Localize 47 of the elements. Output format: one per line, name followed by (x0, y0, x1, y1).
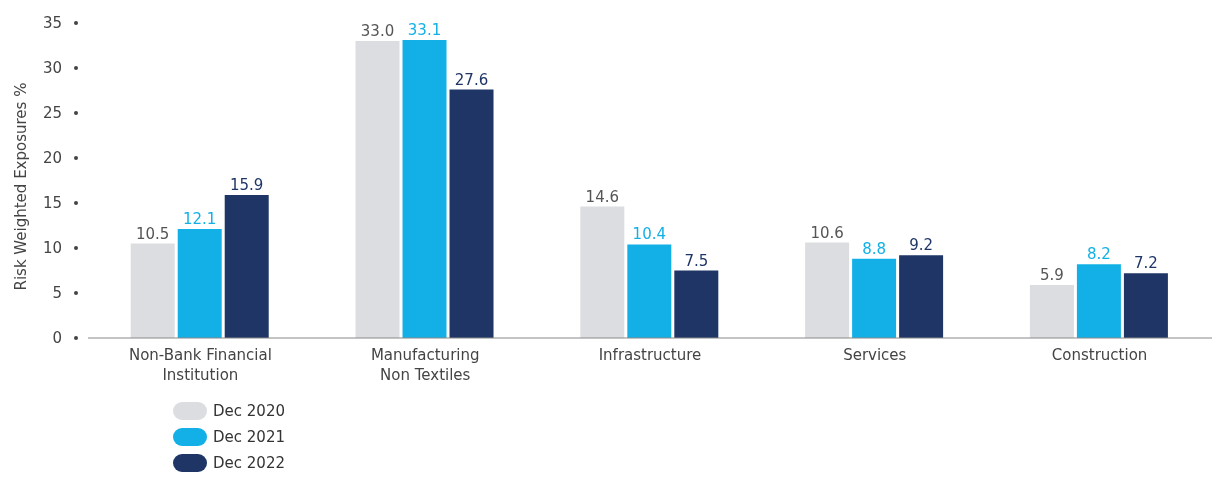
bar (402, 40, 447, 338)
y-tick-label: 35 (42, 14, 62, 32)
x-tick-label: Non-Bank Financial Institution (128, 346, 272, 384)
y-tick-label: 30 (42, 59, 62, 77)
data-label: 27.6 (454, 70, 489, 89)
bar (852, 258, 897, 338)
bar (130, 243, 175, 338)
y-tick-label: 15 (42, 194, 62, 212)
y-tick-label: 25 (42, 104, 62, 122)
y-tick-label: 10 (42, 239, 62, 257)
x-tick-label: Infrastructure (598, 346, 702, 364)
data-label: 33.0 (360, 22, 395, 40)
data-label: 10.6 (810, 223, 844, 242)
x-tick-label: Construction (1051, 346, 1148, 364)
data-label: 12.1 (183, 210, 217, 229)
legend-label: Dec 2020 (213, 402, 285, 420)
bar (580, 206, 625, 338)
bar (1123, 273, 1168, 338)
x-tick-label: Services (843, 346, 907, 364)
data-label: 14.6 (585, 187, 620, 206)
bar (1029, 284, 1074, 338)
bar (1076, 264, 1121, 338)
bar (899, 255, 944, 338)
bar (627, 244, 672, 338)
bar (355, 41, 400, 338)
legend-label: Dec 2022 (213, 454, 285, 472)
data-label: 8.2 (1086, 245, 1111, 264)
data-label: 10.4 (632, 225, 667, 244)
bar (449, 89, 494, 338)
y-tick-label: 5 (52, 284, 62, 302)
legend-label: Dec 2021 (213, 428, 285, 446)
bar (674, 270, 719, 338)
data-label: 9.2 (909, 236, 934, 255)
data-label: 7.5 (684, 251, 709, 270)
bar (177, 229, 222, 338)
y-axis-title: Risk Weighted Exposures % (12, 82, 31, 291)
data-label: 10.5 (136, 224, 170, 243)
data-label: 8.8 (862, 239, 887, 258)
y-tick-label: 0 (52, 329, 62, 347)
y-tick-label: 20 (42, 149, 62, 167)
data-label: 5.9 (1039, 265, 1064, 284)
data-label: 7.2 (1133, 254, 1158, 273)
data-label: 15.9 (230, 175, 264, 194)
bar (224, 194, 269, 338)
data-label: 33.1 (407, 21, 442, 40)
x-tick-label: Manufacturing Non Textiles (370, 346, 480, 384)
bar (805, 242, 850, 338)
